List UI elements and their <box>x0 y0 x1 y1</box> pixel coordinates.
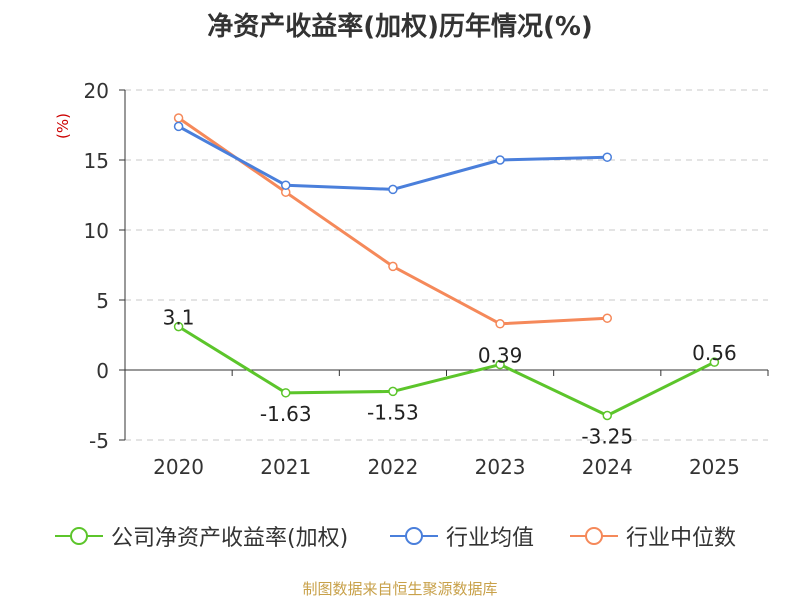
legend-line-icon <box>55 527 103 545</box>
source-note: 制图数据来自恒生聚源数据库 <box>302 580 498 598</box>
legend-label: 行业均值 <box>446 526 535 551</box>
data-label-layer: 3.1 -1.63 -1.53 0.39 -3.25 0.56 <box>163 306 737 449</box>
data-point <box>602 410 612 421</box>
data-point <box>281 180 291 190</box>
data-label: -1.53 <box>367 400 419 424</box>
x-tick-label: 2024 <box>582 455 633 479</box>
data-label: 0.39 <box>478 344 523 368</box>
y-tick-label: 20 <box>84 79 109 103</box>
x-tick-label: 2022 <box>367 455 418 479</box>
series-line <box>177 116 608 326</box>
legend-label: 行业中位数 <box>626 526 737 551</box>
data-point <box>495 155 505 165</box>
data-label: -1.63 <box>260 402 312 426</box>
legend-item-company[interactable]: 公司净资产收益率(加权) <box>55 521 348 551</box>
chart-title: 净资产收益率(加权)历年情况(%) <box>207 12 593 42</box>
data-point <box>495 359 505 370</box>
legend-item-industry-median[interactable]: 行业中位数 <box>570 521 736 551</box>
grid-layer <box>125 89 768 441</box>
y-tick-label: 5 <box>96 289 109 313</box>
x-tick-label: 2021 <box>260 455 311 479</box>
data-label: 3.1 <box>163 306 195 330</box>
x-tick-label: 2023 <box>475 455 526 479</box>
data-label: -3.25 <box>581 425 633 449</box>
data-point <box>281 388 291 398</box>
data-label: 0.56 <box>692 341 737 365</box>
data-point <box>173 121 184 132</box>
data-point <box>388 184 398 195</box>
data-point <box>173 321 184 332</box>
data-point <box>602 152 612 162</box>
y-tick-label: 10 <box>84 219 109 243</box>
series-layer <box>173 113 720 421</box>
y-tick-label: 0 <box>96 359 109 383</box>
series-line <box>177 125 608 191</box>
data-point <box>602 313 612 323</box>
data-point <box>709 357 720 367</box>
x-tick-label: 2020 <box>153 455 204 479</box>
data-point <box>173 113 184 123</box>
data-point <box>388 386 398 397</box>
data-point <box>495 319 505 329</box>
legend-line-icon <box>390 527 438 545</box>
y-tick-label: -5 <box>89 429 109 453</box>
data-point <box>388 261 398 272</box>
legend-item-industry-mean[interactable]: 行业均值 <box>390 521 534 551</box>
legend-line-icon <box>570 527 618 545</box>
y-axis-title: (%) <box>54 113 72 139</box>
y-tick-label: 15 <box>84 149 109 173</box>
legend-label: 公司净资产收益率(加权) <box>111 526 349 551</box>
series-line <box>177 325 716 417</box>
x-tick-label: 2025 <box>689 455 740 479</box>
